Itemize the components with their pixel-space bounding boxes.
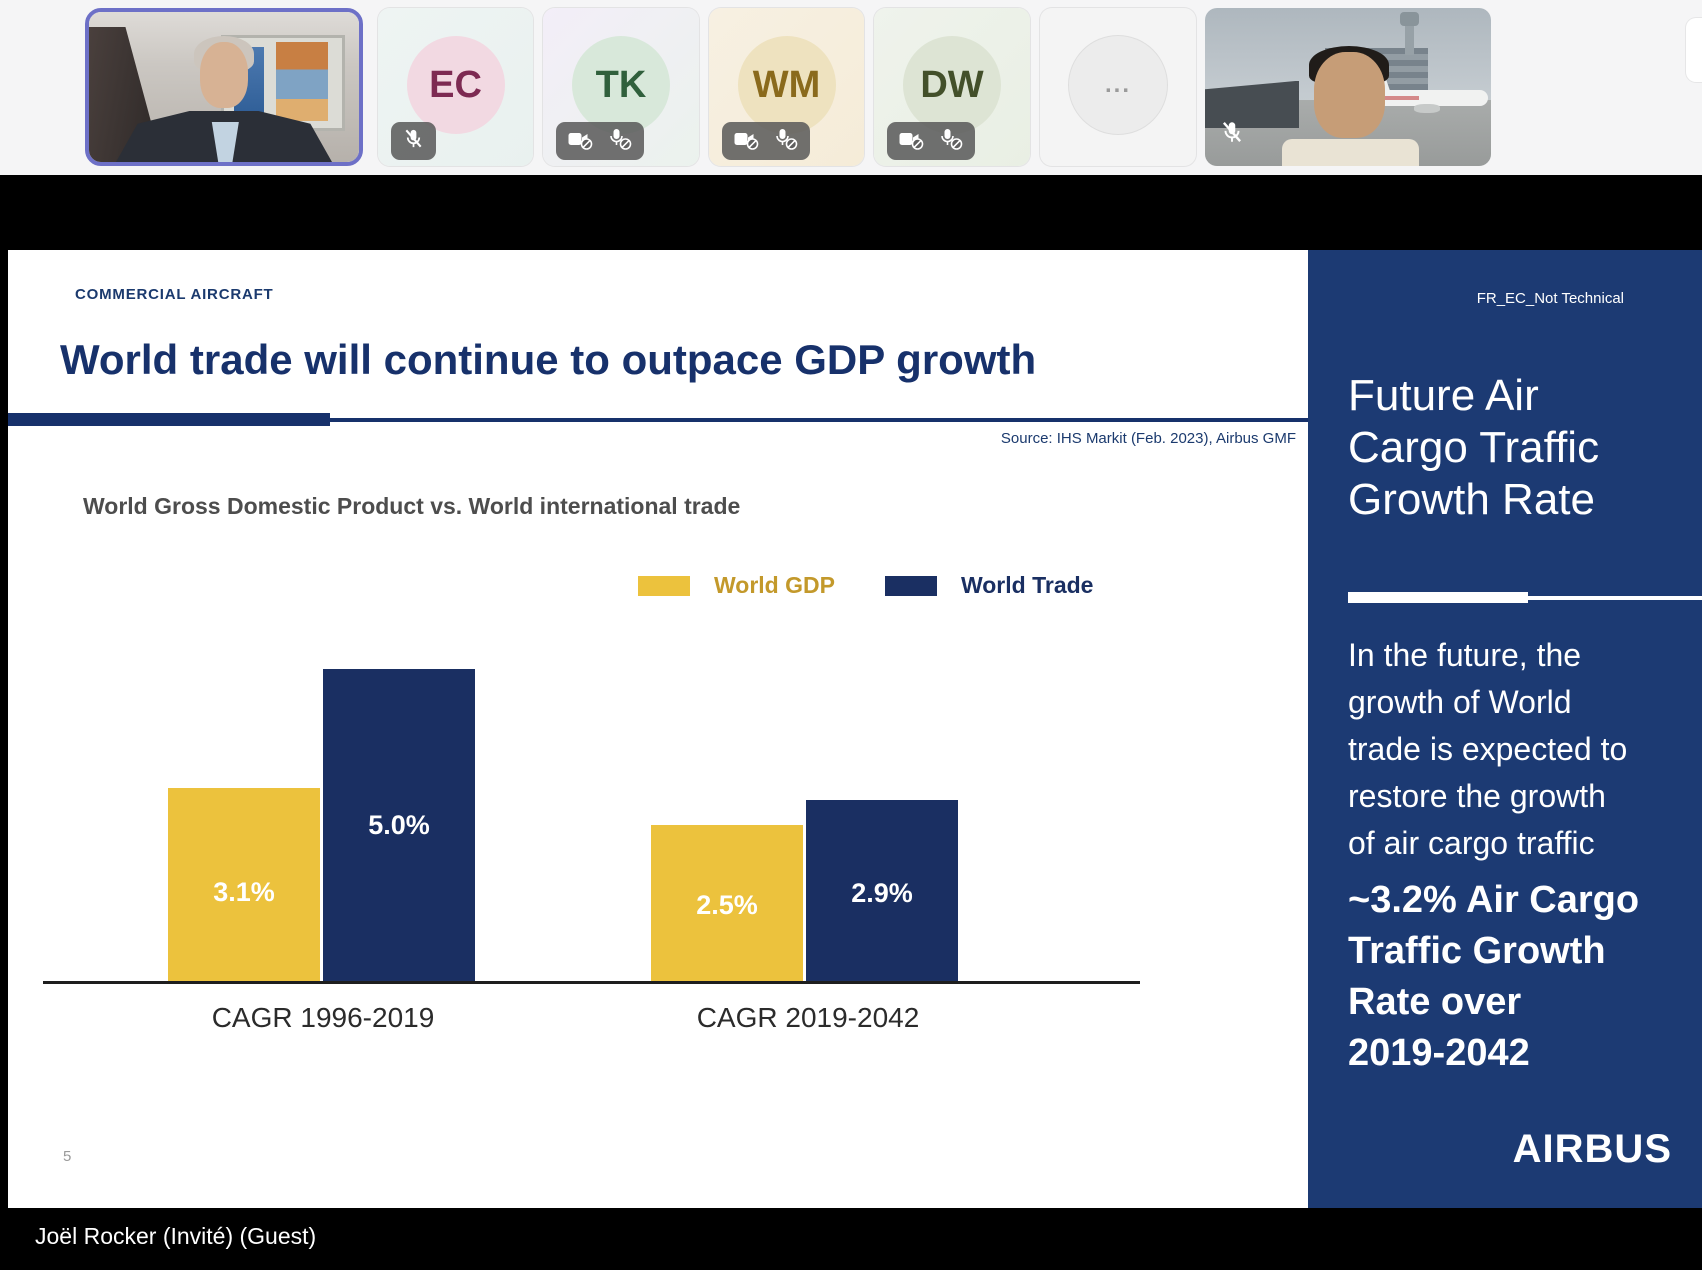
bar-value-label: 3.1% (213, 877, 275, 907)
x-axis-line (43, 981, 1140, 984)
category-label-1: CAGR 1996-2019 (211, 1002, 435, 1033)
mic-off-icon (606, 127, 633, 156)
bar-value-label: 5.0% (368, 810, 430, 840)
bar-world-trade-group2: 2.9% (806, 800, 958, 981)
participant-tile-overflow[interactable]: ... (1040, 8, 1196, 166)
bar-value-label: 2.9% (851, 878, 913, 908)
source-note: Source: IHS Markit (Feb. 2023), Airbus G… (1000, 430, 1296, 447)
title-rule-thick (8, 413, 330, 426)
avatar: WM (737, 36, 836, 134)
avatar-initials: WM (752, 63, 821, 106)
participant-strip: EC TK WM (0, 0, 1702, 175)
legend-label-world-gdp: World GDP (714, 572, 835, 598)
participant-tile-presenter[interactable] (85, 8, 363, 166)
attendee-webcam-video (1205, 8, 1491, 166)
panel-body-text: In the future, the growth of World trade… (1348, 637, 1628, 861)
chart-legend: World GDP World Trade (638, 572, 1093, 599)
slide-eyebrow: COMMERCIAL AIRCRAFT (75, 286, 274, 303)
mic-off-icon (1219, 119, 1245, 150)
participant-tile-wm[interactable]: WM (709, 8, 864, 166)
bar-world-gdp-group1: 3.1% (168, 788, 320, 981)
category-label-2: CAGR 2019-2042 (696, 1002, 920, 1033)
avatar-initials: TK (595, 63, 647, 106)
camera-off-icon (733, 127, 760, 156)
overflow-dots: ... (1104, 71, 1131, 98)
airbus-logo: AIRBUS (1512, 1127, 1672, 1171)
screen-share-area: COMMERCIAL AIRCRAFT World trade will con… (0, 175, 1702, 1208)
slide-title: World trade will continue to outpace GDP… (60, 336, 1037, 383)
panel-title: Future Air Cargo Traffic Growth Rate (1348, 371, 1600, 524)
participant-tile-attendee[interactable] (1205, 8, 1491, 166)
speaker-name: Joël Rocker (Invité) (Guest) (35, 1223, 317, 1249)
legend-label-world-trade: World Trade (960, 572, 1094, 598)
mic-off-icon (402, 127, 425, 155)
camera-off-icon (898, 127, 925, 156)
mic-off-icon (937, 127, 964, 156)
participant-tile-dw[interactable]: DW (874, 8, 1030, 166)
avatar: TK (572, 36, 670, 134)
camera-mic-off-indicator (722, 122, 810, 160)
mic-off-icon (772, 127, 799, 156)
side-panel: FR_EC_Not Technical Future Air Cargo Tra… (1308, 250, 1702, 1208)
camera-mic-off-indicator (887, 122, 975, 160)
bar-world-gdp-group2: 2.5% (651, 825, 803, 981)
overflow-avatar: ... (1069, 36, 1167, 134)
presenter-webcam-video (89, 12, 359, 162)
camera-mic-off-indicator (556, 122, 644, 160)
classification-label: FR_EC_Not Technical (1476, 290, 1624, 307)
avatar: DW (903, 36, 1001, 134)
mute-indicator (391, 122, 436, 160)
title-rule-thin (8, 418, 1308, 422)
participant-tile-tk[interactable]: TK (543, 8, 699, 166)
avatar-initials: DW (920, 63, 984, 106)
bar-plot: CAGR 1996-2019 CAGR 2019-2042 3.1% 5.0% 2.… (8, 250, 1308, 1208)
slide-page-number: 5 (63, 1148, 72, 1165)
panel-highlight-text: ~3.2% Air Cargo Traffic Growth Rate over… (1348, 879, 1640, 1074)
legend-swatch-world-trade (884, 575, 937, 596)
speaker-name-bar: Joël Rocker (Invité) (Guest) (0, 1208, 1702, 1270)
panel-rule-thick (1348, 592, 1528, 603)
partial-tile-edge (1686, 18, 1702, 82)
camera-off-icon (567, 127, 594, 156)
participant-tile-ec[interactable]: EC (378, 8, 533, 166)
avatar: EC (406, 36, 505, 134)
legend-swatch-world-gdp (638, 575, 690, 596)
slide: COMMERCIAL AIRCRAFT World trade will con… (8, 250, 1308, 1208)
bar-value-label: 2.5% (696, 890, 758, 920)
chart-heading: World Gross Domestic Product vs. World i… (83, 493, 741, 519)
bar-world-trade-group1: 5.0% (323, 669, 475, 981)
avatar-initials: EC (429, 63, 482, 106)
